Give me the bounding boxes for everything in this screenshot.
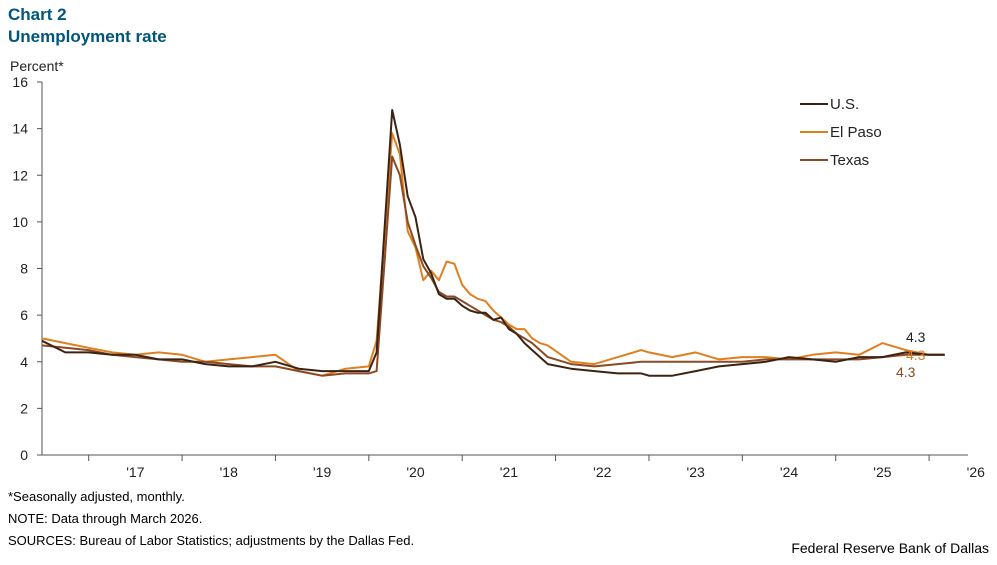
end-value-label: 4.3	[906, 347, 926, 363]
x-tick-label: '19	[313, 464, 331, 480]
x-tick-label: '18	[220, 464, 238, 480]
x-tick-label: '17	[126, 464, 144, 480]
legend-label: Texas	[830, 152, 869, 169]
series-line-texas	[41, 155, 945, 377]
x-tick-label: '26	[967, 464, 985, 480]
legend-label: U.S.	[830, 96, 859, 113]
legend-label: El Paso	[830, 124, 882, 141]
chart-number: Chart 2	[8, 5, 67, 24]
chart-footer: *Seasonally adjusted, monthly. NOTE: Dat…	[8, 486, 414, 552]
chart-header: Chart 2 Unemployment rate	[8, 4, 167, 48]
y-tick-label: 2	[20, 400, 28, 416]
y-tick-label: 14	[12, 121, 28, 137]
x-tick-label: '20	[406, 464, 424, 480]
y-tick-label: 12	[12, 167, 28, 183]
end-value-label: 4.3	[906, 329, 926, 345]
y-tick-label: 8	[20, 261, 28, 277]
x-tick-label: '23	[687, 464, 705, 480]
series-line-u-s	[41, 109, 945, 377]
y-axis-title: Percent*	[10, 58, 64, 74]
end-value-label: 4.3	[896, 364, 916, 380]
footnote-seasonal: *Seasonally adjusted, monthly.	[8, 489, 185, 504]
footnote-data-through: NOTE: Data through March 2026.	[8, 511, 203, 526]
y-tick-label: 16	[12, 74, 28, 90]
y-tick-label: 0	[20, 447, 28, 463]
footnote-sources: SOURCES: Bureau of Labor Statistics; adj…	[8, 533, 415, 548]
y-tick-label: 10	[12, 214, 28, 230]
credit-line: Federal Reserve Bank of Dallas	[791, 540, 989, 556]
x-tick-label: '25	[873, 464, 891, 480]
x-tick-label: '22	[593, 464, 611, 480]
chart-title: Unemployment rate	[8, 27, 167, 46]
series-line-el-paso	[41, 132, 945, 377]
x-tick-label: '24	[780, 464, 798, 480]
x-tick-label: '21	[500, 464, 518, 480]
y-tick-label: 4	[20, 354, 28, 370]
y-tick-label: 6	[20, 307, 28, 323]
